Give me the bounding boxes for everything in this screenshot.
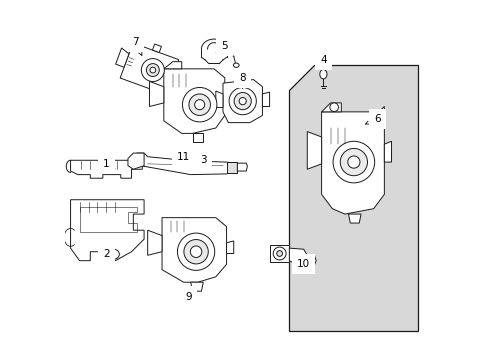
Polygon shape [70, 160, 142, 178]
Polygon shape [163, 69, 224, 134]
Ellipse shape [234, 93, 251, 110]
Polygon shape [269, 244, 289, 262]
Polygon shape [306, 255, 316, 265]
Ellipse shape [329, 103, 338, 112]
Ellipse shape [332, 141, 374, 183]
Ellipse shape [319, 69, 326, 79]
Ellipse shape [150, 67, 155, 73]
Polygon shape [262, 92, 269, 107]
Ellipse shape [276, 251, 282, 256]
Text: 4: 4 [320, 55, 326, 65]
Text: 2: 2 [103, 248, 111, 258]
Ellipse shape [183, 239, 208, 264]
Polygon shape [321, 112, 384, 214]
Ellipse shape [347, 156, 359, 168]
Polygon shape [147, 230, 162, 255]
Polygon shape [162, 218, 226, 282]
Text: 3: 3 [200, 155, 206, 165]
Text: 8: 8 [239, 73, 245, 88]
Text: 1: 1 [103, 159, 115, 169]
Polygon shape [378, 107, 384, 123]
Polygon shape [133, 153, 237, 175]
Polygon shape [306, 132, 321, 169]
Ellipse shape [233, 63, 239, 67]
Polygon shape [149, 81, 163, 107]
Text: 7: 7 [132, 37, 142, 55]
Ellipse shape [188, 94, 210, 116]
Ellipse shape [273, 247, 285, 260]
Polygon shape [289, 65, 418, 330]
Ellipse shape [228, 87, 256, 115]
Text: 9: 9 [185, 292, 192, 302]
Ellipse shape [146, 64, 159, 77]
Ellipse shape [141, 59, 164, 81]
Polygon shape [384, 141, 391, 162]
Ellipse shape [340, 148, 367, 176]
Polygon shape [70, 200, 144, 261]
Polygon shape [215, 91, 223, 108]
Polygon shape [163, 62, 182, 69]
Ellipse shape [239, 98, 246, 105]
Polygon shape [226, 162, 237, 173]
Polygon shape [169, 71, 182, 86]
Polygon shape [223, 80, 262, 123]
Text: 11: 11 [177, 152, 190, 162]
Polygon shape [120, 43, 179, 95]
Ellipse shape [182, 87, 217, 122]
Polygon shape [289, 248, 306, 267]
Ellipse shape [108, 249, 119, 259]
Text: 5: 5 [216, 41, 227, 53]
Polygon shape [226, 241, 233, 253]
Polygon shape [224, 92, 231, 105]
Ellipse shape [190, 246, 202, 257]
Polygon shape [116, 48, 129, 67]
Polygon shape [128, 153, 144, 169]
Polygon shape [321, 103, 341, 112]
Polygon shape [152, 44, 161, 53]
Ellipse shape [177, 233, 214, 270]
Polygon shape [237, 163, 247, 171]
Text: 6: 6 [365, 114, 380, 124]
Polygon shape [192, 134, 203, 142]
Polygon shape [348, 214, 360, 223]
Text: 10: 10 [296, 259, 309, 269]
Ellipse shape [194, 100, 204, 110]
Polygon shape [190, 282, 203, 291]
